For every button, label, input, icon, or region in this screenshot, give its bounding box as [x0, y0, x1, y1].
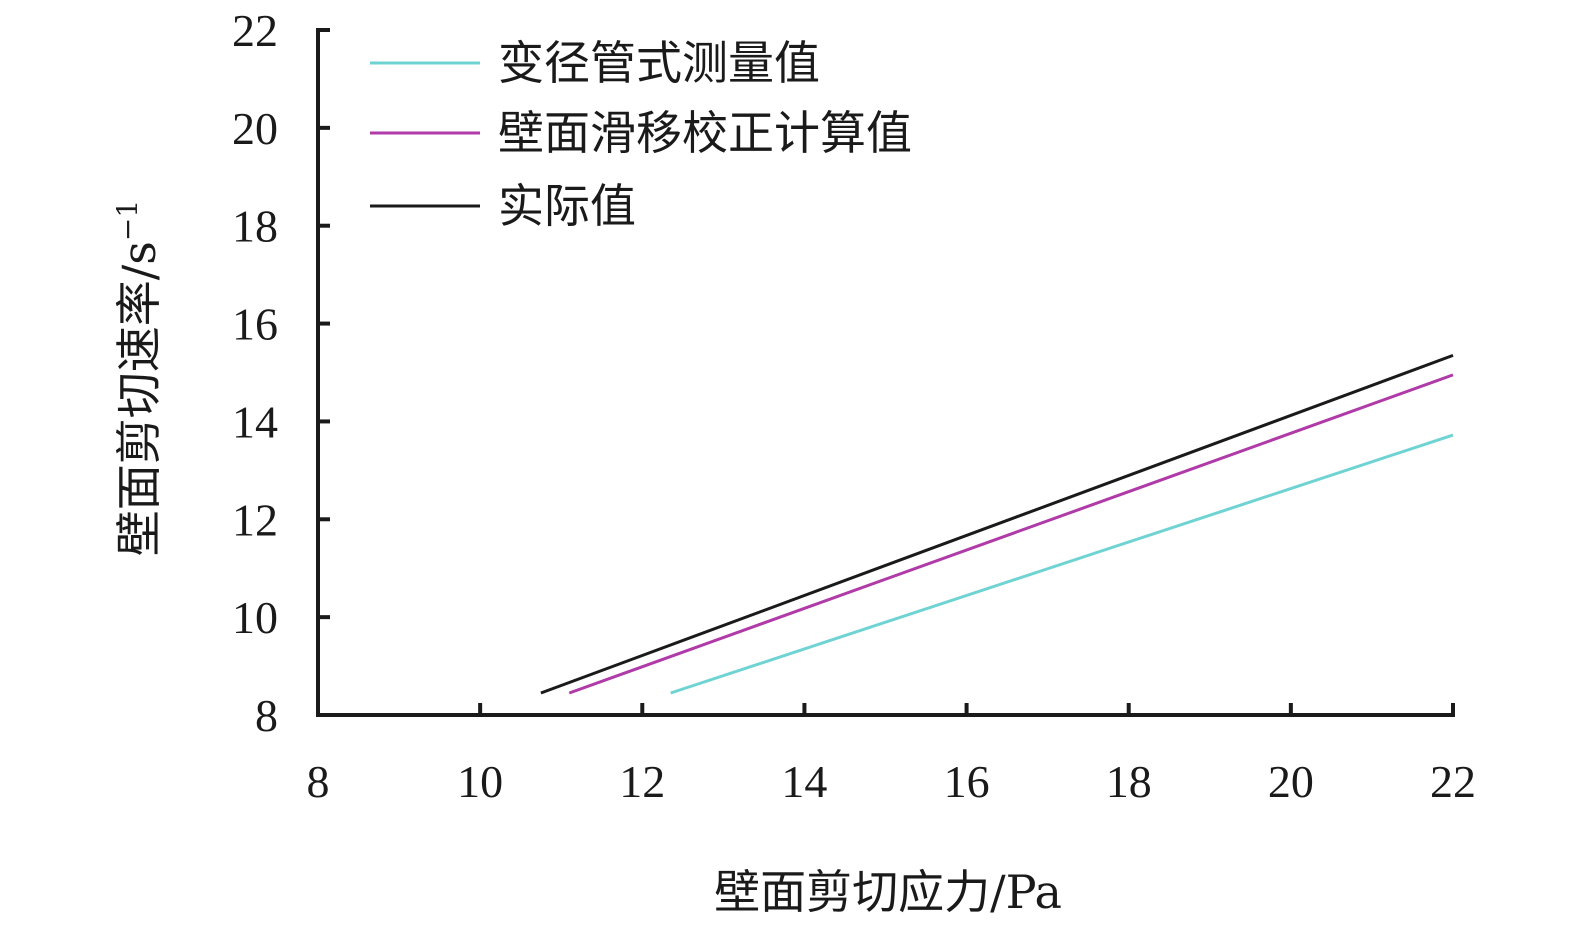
y-tick-label: 16: [232, 299, 278, 350]
y-tick-label: 8: [255, 690, 278, 741]
x-tick-label: 16: [944, 756, 990, 807]
y-tick-label: 20: [232, 103, 278, 154]
y-tick-label: 12: [232, 494, 278, 545]
legend-label-1: 变径管式测量值: [498, 36, 820, 90]
y-tick-label: 10: [232, 592, 278, 643]
x-tick-label: 14: [781, 756, 827, 807]
axes: [316, 28, 1455, 717]
legend-label-3: 实际值: [498, 179, 636, 233]
y-tick-label: 18: [232, 201, 278, 252]
series-line-3: [540, 353, 1454, 695]
series-line-1: [670, 433, 1454, 695]
x-axis-title: 壁面剪切应力/Pa: [714, 865, 1062, 919]
y-ticks: 8 10 12 14 16 18 20 22: [232, 5, 330, 741]
x-tick-label: 12: [619, 756, 665, 807]
series-layer: [540, 353, 1454, 695]
x-tick-label: 18: [1106, 756, 1152, 807]
x-ticks: 8 10 12 14 16 18 20 22: [307, 703, 1476, 807]
legend-label-2: 壁面滑移校正计算值: [498, 106, 912, 160]
x-tick-label: 8: [307, 756, 330, 807]
series-line-2: [568, 373, 1454, 695]
y-tick-label: 14: [232, 396, 278, 447]
x-tick-label: 20: [1268, 756, 1314, 807]
y-axis-title-superscript: −1: [111, 200, 144, 241]
y-tick-label: 22: [232, 5, 278, 56]
y-axis-title: 壁面剪切速率/s−1: [111, 200, 166, 556]
x-tick-label: 10: [457, 756, 503, 807]
y-axis-title-main: 壁面剪切速率/s: [112, 241, 166, 556]
x-tick-label: 22: [1430, 756, 1476, 807]
